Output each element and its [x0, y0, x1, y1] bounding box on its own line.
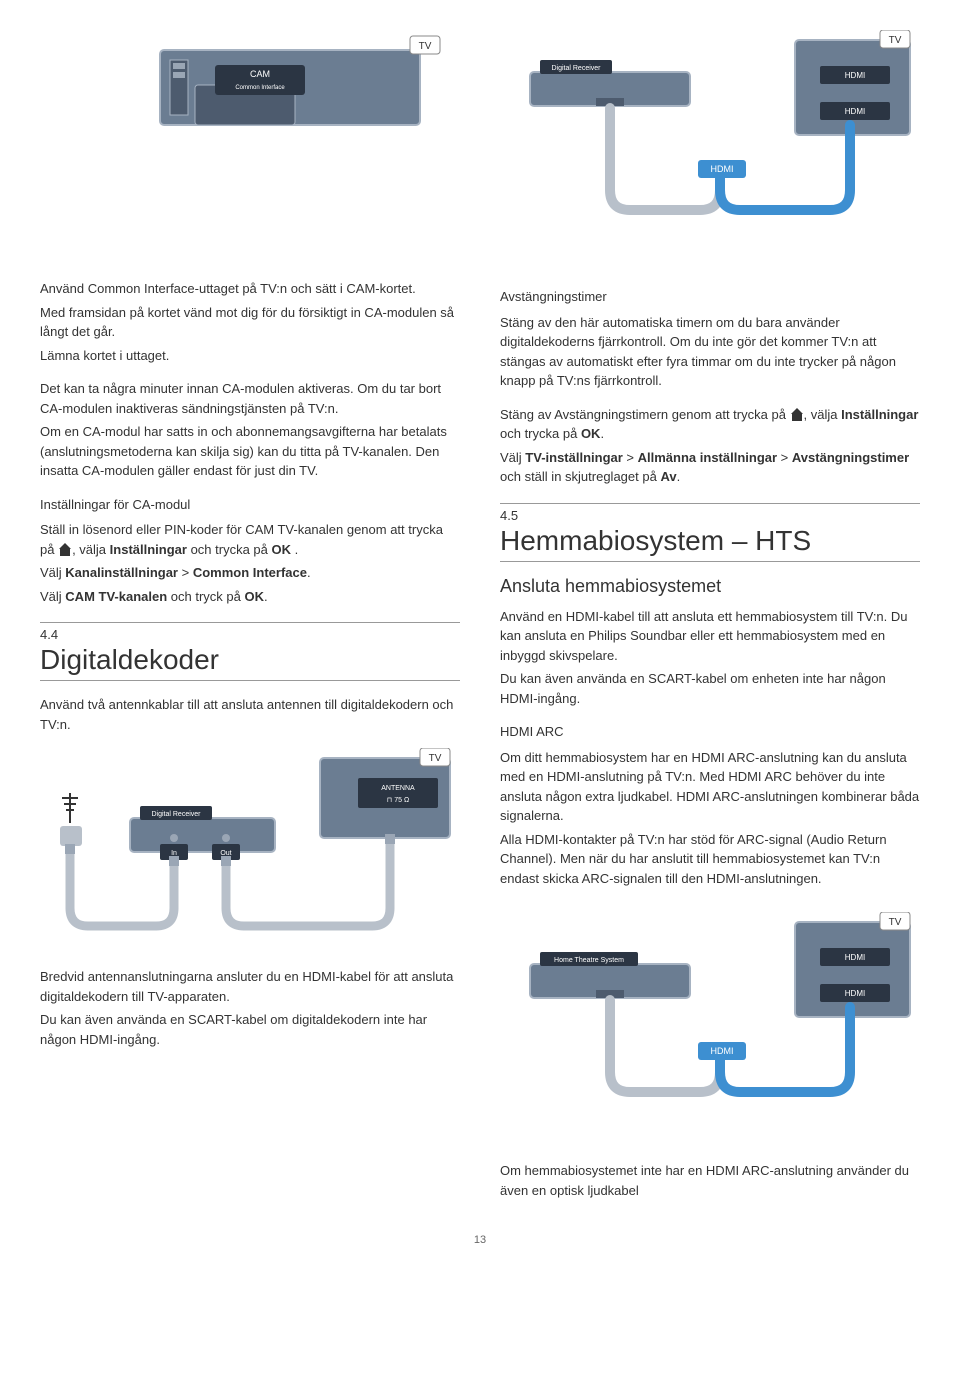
p-r6: Om ditt hemmabiosystem har en HDMI ARC-a… — [500, 748, 920, 826]
hdmi-port-2: HDMI — [845, 107, 865, 116]
in-label: In — [171, 850, 177, 857]
tv-label-ant: TV — [429, 753, 442, 764]
rule-45-top — [500, 503, 920, 504]
hdmi-tag: HDMI — [711, 164, 734, 174]
sub-ansluta: Ansluta hemmabiosystemet — [500, 576, 920, 597]
p-l10: Bredvid antennanslutningarna ansluter du… — [40, 967, 460, 1006]
rule-44-top — [40, 622, 460, 623]
top-diagrams-row: TV CAM Common Interface TV HDMI HDMI Dig… — [40, 20, 920, 275]
left-block-1: Använd Common Interface-uttaget på TV:n … — [40, 279, 460, 365]
right-block-2: Stäng av Avstängningstimern genom att tr… — [500, 405, 920, 487]
home-icon — [59, 545, 71, 556]
left-block-2: Det kan ta några minuter innan CA-module… — [40, 379, 460, 481]
hdmi-port-1: HDMI — [845, 71, 865, 80]
cam-label: CAM — [250, 69, 270, 79]
ci-label: Common Interface — [235, 85, 285, 91]
tv-label-r: TV — [889, 35, 902, 46]
p-l2: Med framsidan på kortet vänd mot dig för… — [40, 303, 460, 342]
p-l6: Ställ in lösenord eller PIN-koder för CA… — [40, 520, 460, 559]
right-block-3: Använd en HDMI-kabel till att ansluta et… — [500, 607, 920, 709]
p-r3: Välj TV-inställningar > Allmänna inställ… — [500, 448, 920, 487]
antenna-label: ANTENNA — [381, 785, 415, 792]
cam-diagram: TV CAM Common Interface — [40, 30, 460, 140]
p-r5: Du kan även använda en SCART-kabel om en… — [500, 669, 920, 708]
p-r1: Stäng av den här automatiska timern om d… — [500, 313, 920, 391]
sub-hdmi-arc: HDMI ARC — [500, 722, 920, 742]
receiver-label-ant: Digital Receiver — [151, 811, 201, 818]
sec44-num: 4.4 — [40, 627, 460, 642]
tv-label-hts: TV — [889, 917, 902, 928]
home-icon — [791, 410, 803, 421]
hts-diagram: TV HDMI HDMI Home Theatre System HDMI — [500, 912, 920, 1132]
antenna-diagram: TV ANTENNA ⊓ 75 Ω Digital Receiver In Ou… — [40, 748, 460, 938]
left-column: Använd Common Interface-uttaget på TV:n … — [40, 275, 460, 1204]
sec45-title: Hemmabiosystem – HTS — [500, 525, 920, 557]
antenna-icon — [62, 793, 78, 823]
p-l4: Det kan ta några minuter innan CA-module… — [40, 379, 460, 418]
col-right-top: TV HDMI HDMI Digital Receiver HDMI — [500, 20, 920, 275]
sub-avstang: Avstängningstimer — [500, 287, 920, 307]
p-l3: Lämna kortet i uttaget. — [40, 346, 460, 366]
svg-text:⊓ 75 Ω: ⊓ 75 Ω — [387, 797, 409, 804]
p-l7: Välj Kanalinställningar > Common Interfa… — [40, 563, 460, 583]
p-r7: Alla HDMI-kontakter på TV:n har stöd för… — [500, 830, 920, 889]
p-l9: Använd två antennkablar till att ansluta… — [40, 695, 460, 734]
left-block-3: Ställ in lösenord eller PIN-koder för CA… — [40, 520, 460, 606]
p-r8: Om hemmabiosystemet inte har en HDMI ARC… — [500, 1161, 920, 1200]
hdmi-tag-hts: HDMI — [711, 1046, 734, 1056]
main-columns: Använd Common Interface-uttaget på TV:n … — [40, 275, 920, 1204]
p-r2: Stäng av Avstängningstimern genom att tr… — [500, 405, 920, 444]
hdmi-top-diagram: TV HDMI HDMI Digital Receiver HDMI — [500, 30, 920, 250]
p-l5: Om en CA-modul har satts in och abonnema… — [40, 422, 460, 481]
sec44-title: Digitaldekoder — [40, 644, 460, 676]
hdmi-hts-2: HDMI — [845, 989, 865, 998]
left-block-4: Bredvid antennanslutningarna ansluter du… — [40, 967, 460, 1049]
p-r4: Använd en HDMI-kabel till att ansluta et… — [500, 607, 920, 666]
p-l11: Du kan även använda en SCART-kabel om di… — [40, 1010, 460, 1049]
receiver-label: Digital Receiver — [551, 65, 601, 72]
tv-label: TV — [419, 41, 432, 52]
right-block-1: Stäng av den här automatiska timern om d… — [500, 313, 920, 391]
rule-45-bottom — [500, 561, 920, 562]
right-block-4: Om ditt hemmabiosystem har en HDMI ARC-a… — [500, 748, 920, 889]
right-column: Avstängningstimer Stäng av den här autom… — [500, 275, 920, 1204]
rule-44-bottom — [40, 680, 460, 681]
hts-label: Home Theatre System — [554, 957, 624, 964]
sec45-num: 4.5 — [500, 508, 920, 523]
p-l8: Välj CAM TV-kanalen och tryck på OK. — [40, 587, 460, 607]
out-label: Out — [220, 850, 231, 857]
page-number: 13 — [40, 1234, 920, 1246]
col-left-top: TV CAM Common Interface — [40, 20, 460, 275]
sub-ca-modul: Inställningar för CA-modul — [40, 495, 460, 515]
hdmi-hts-1: HDMI — [845, 953, 865, 962]
p-l1: Använd Common Interface-uttaget på TV:n … — [40, 279, 460, 299]
